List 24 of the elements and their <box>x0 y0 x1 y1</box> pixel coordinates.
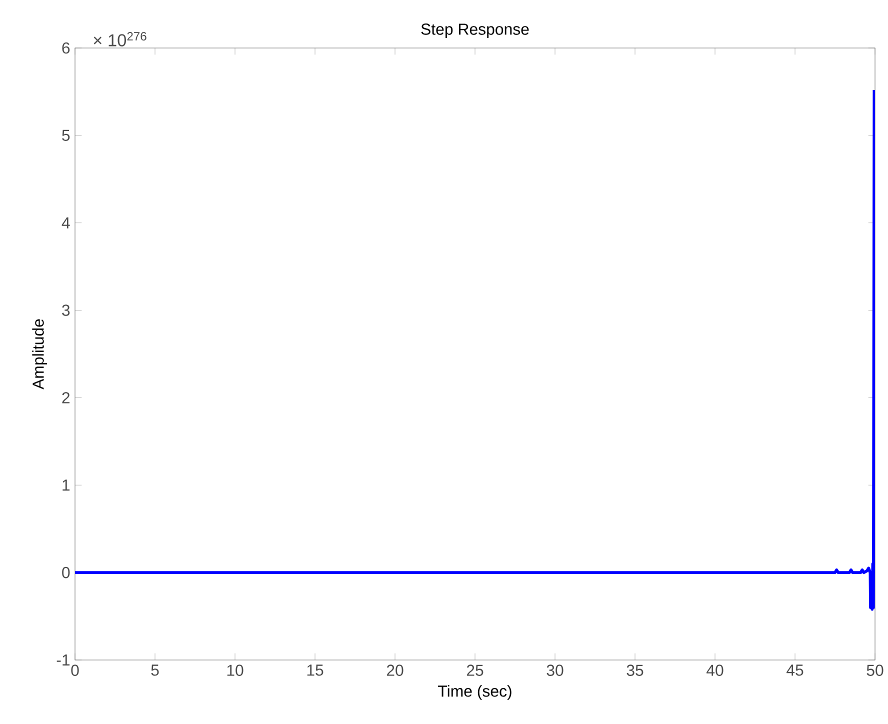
y-tick-label: 4 <box>62 217 70 228</box>
x-tick-label: 10 <box>227 664 244 676</box>
y-tick-label: 5 <box>62 130 70 141</box>
x-tick-label: 50 <box>866 664 884 676</box>
y-tick-label: 1 <box>62 480 70 491</box>
x-tick-label: 15 <box>307 664 324 676</box>
text: × 10$^{276}$ <box>94 32 146 46</box>
y-tick-label: 0 <box>62 566 70 578</box>
x-tick-label: 5 <box>151 664 159 676</box>
line-series <box>75 88 876 611</box>
y-tick-label: -1 <box>56 654 70 666</box>
x-tick-label: 30 <box>546 664 564 676</box>
x-tick-label: 20 <box>386 664 404 676</box>
x-tick-label: 40 <box>706 664 724 676</box>
y-axis-title: Amplitude <box>32 319 48 390</box>
chart-title: Step Response <box>421 24 529 38</box>
y-tick-label: 3 <box>62 304 70 316</box>
x-tick-label: 35 <box>626 664 644 676</box>
y-tick-label: 6 <box>62 42 70 54</box>
y-tick-label: 2 <box>62 392 70 404</box>
x-tick-label: 25 <box>466 664 484 676</box>
x-tick-label: 45 <box>786 664 804 676</box>
x-axis-title: Time (sec) <box>438 685 512 700</box>
x-tick-label: 0 <box>71 664 79 676</box>
